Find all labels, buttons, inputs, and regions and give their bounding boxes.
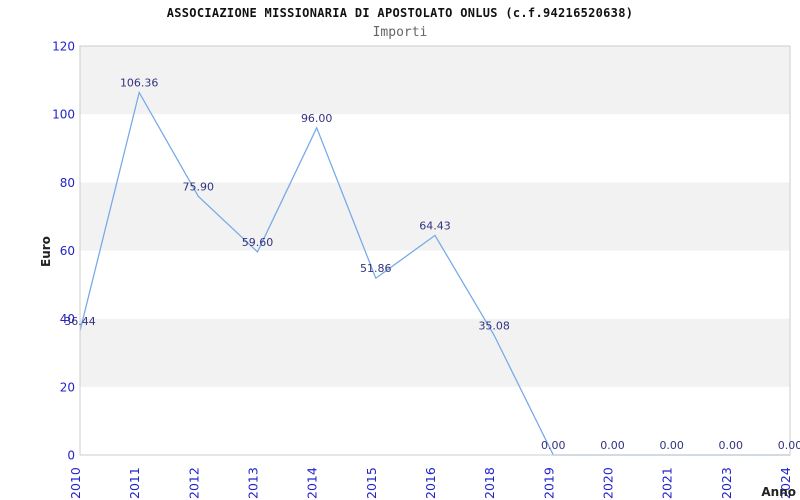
plot-bands xyxy=(80,46,790,455)
x-axis-title: Anno xyxy=(761,485,796,499)
y-tick-label: 40 xyxy=(60,312,75,326)
x-tick-label: 2019 xyxy=(541,467,556,499)
chart-subtitle: Importi xyxy=(372,25,428,40)
data-point-labels: 36.44 106.36 75.90 59.60 96.00 51.86 64.43 35.0… xyxy=(64,77,800,453)
x-tick-label: 2021 xyxy=(660,467,675,499)
plot-band xyxy=(80,46,790,115)
x-tick-label: 2012 xyxy=(186,467,201,499)
data-point-label: 64.43 xyxy=(419,219,451,232)
y-tick-label: 60 xyxy=(60,244,75,258)
x-tick-label: 2016 xyxy=(423,467,438,499)
plot-band xyxy=(80,318,790,387)
y-tick-label: 100 xyxy=(52,108,75,122)
y-tick-label: 120 xyxy=(52,40,75,54)
data-point-label: 0.00 xyxy=(659,439,684,452)
data-point-label: 106.36 xyxy=(120,77,159,90)
data-point-label: 96.00 xyxy=(301,112,333,125)
plot-band xyxy=(80,182,790,251)
data-point-label: 75.90 xyxy=(183,180,215,193)
data-point-label: 35.08 xyxy=(478,319,510,332)
x-tick-label: 2024 xyxy=(778,467,793,499)
x-tick-label: 2010 xyxy=(68,467,83,499)
data-point-label: 0.00 xyxy=(719,439,744,452)
x-tick-label: 2020 xyxy=(601,467,616,499)
y-axis-title: Euro xyxy=(39,236,53,267)
x-tick-label: 2011 xyxy=(127,467,142,499)
x-tick-label: 2013 xyxy=(246,467,261,499)
x-axis-tick-labels: 2010 2011 2012 2013 2014 2015 2016 2018 2019 2020… xyxy=(68,467,793,499)
x-tick-label: 2014 xyxy=(305,467,320,499)
data-point-label: 36.44 xyxy=(64,315,96,328)
plot-border xyxy=(79,45,791,456)
data-point-label: 51.86 xyxy=(360,262,392,275)
y-tick-label: 80 xyxy=(60,176,75,190)
plot-band xyxy=(80,250,790,319)
x-tick-label: 2015 xyxy=(364,467,379,499)
data-point-label: 0.00 xyxy=(541,439,566,452)
plot-band xyxy=(80,114,790,183)
data-point-label: 0.00 xyxy=(778,439,800,452)
y-axis-tick-labels: 0 20 40 60 80 100 120 xyxy=(52,40,75,463)
x-tick-label: 2018 xyxy=(482,467,497,499)
data-point-label: 0.00 xyxy=(600,439,625,452)
chart-title: ASSOCIAZIONE MISSIONARIA DI APOSTOLATO O… xyxy=(166,6,634,20)
plot-band xyxy=(80,386,790,455)
x-tick-label: 2023 xyxy=(719,467,734,499)
y-tick-label: 0 xyxy=(67,449,75,463)
data-point-label: 59.60 xyxy=(242,236,274,249)
y-tick-label: 20 xyxy=(60,380,75,394)
